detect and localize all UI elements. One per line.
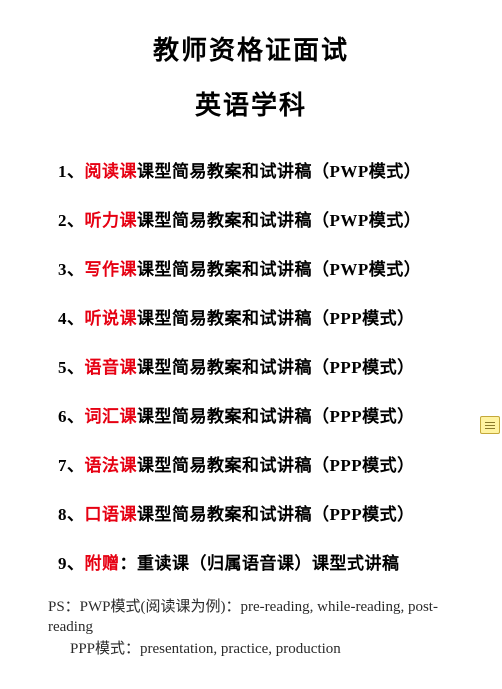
item-rest: ：重读课（归属语音课）课型式讲稿: [120, 554, 400, 573]
list-item: 1、阅读课课型简易教案和试讲稿（PWP模式）: [58, 157, 502, 182]
list-item: 5、语音课课型简易教案和试讲稿（PPP模式）: [58, 353, 502, 378]
note-line-decoration: [485, 428, 495, 429]
item-highlight: 词汇课: [85, 407, 138, 426]
item-number: 3、: [58, 260, 85, 279]
list-item: 7、语法课课型简易教案和试讲稿（PPP模式）: [58, 451, 502, 476]
item-rest: 课型简易教案和试讲稿（PPP模式）: [137, 505, 415, 524]
item-highlight: 语音课: [85, 358, 138, 377]
title-subject: 英语学科: [0, 85, 502, 122]
comment-icon[interactable]: [480, 416, 500, 434]
content-list: 1、阅读课课型简易教案和试讲稿（PWP模式） 2、听力课课型简易教案和试讲稿（P…: [0, 157, 502, 574]
item-number: 9、: [58, 554, 85, 573]
item-number: 1、: [58, 162, 85, 181]
item-rest: 课型简易教案和试讲稿（PPP模式）: [137, 358, 415, 377]
item-number: 8、: [58, 505, 85, 524]
item-rest: 课型简易教案和试讲稿（PPP模式）: [137, 407, 415, 426]
item-number: 4、: [58, 309, 85, 328]
item-number: 2、: [58, 211, 85, 230]
list-item: 2、听力课课型简易教案和试讲稿（PWP模式）: [58, 206, 502, 231]
list-item: 4、听说课课型简易教案和试讲稿（PPP模式）: [58, 304, 502, 329]
item-rest: 课型简易教案和试讲稿（PWP模式）: [137, 162, 421, 181]
note-line-decoration: [485, 422, 495, 423]
title-main: 教师资格证面试: [0, 30, 502, 67]
list-item: 9、附赠：重读课（归属语音课）课型式讲稿: [58, 549, 502, 574]
item-highlight: 附赠: [85, 554, 120, 573]
list-item: 8、口语课课型简易教案和试讲稿（PPP模式）: [58, 500, 502, 525]
title-section: 教师资格证面试 英语学科: [0, 0, 502, 122]
item-highlight: 口语课: [85, 505, 138, 524]
footer-pwp-note: PS：PWP模式(阅读课为例)：pre-reading, while-readi…: [48, 598, 472, 637]
item-highlight: 语法课: [85, 456, 138, 475]
item-rest: 课型简易教案和试讲稿（PPP模式）: [137, 456, 415, 475]
item-rest: 课型简易教案和试讲稿（PWP模式）: [137, 211, 421, 230]
list-item: 6、词汇课课型简易教案和试讲稿（PPP模式）: [58, 402, 502, 427]
item-highlight: 写作课: [85, 260, 138, 279]
item-highlight: 听力课: [85, 211, 138, 230]
item-number: 6、: [58, 407, 85, 426]
item-rest: 课型简易教案和试讲稿（PPP模式）: [137, 309, 415, 328]
item-highlight: 听说课: [85, 309, 138, 328]
list-item: 3、写作课课型简易教案和试讲稿（PWP模式）: [58, 255, 502, 280]
item-rest: 课型简易教案和试讲稿（PWP模式）: [137, 260, 421, 279]
item-highlight: 阅读课: [85, 162, 138, 181]
item-number: 5、: [58, 358, 85, 377]
footer-notes: PS：PWP模式(阅读课为例)：pre-reading, while-readi…: [0, 598, 502, 658]
footer-ppp-note: PPP模式：presentation, practice, production: [48, 637, 472, 658]
note-line-decoration: [485, 425, 495, 426]
item-number: 7、: [58, 456, 85, 475]
